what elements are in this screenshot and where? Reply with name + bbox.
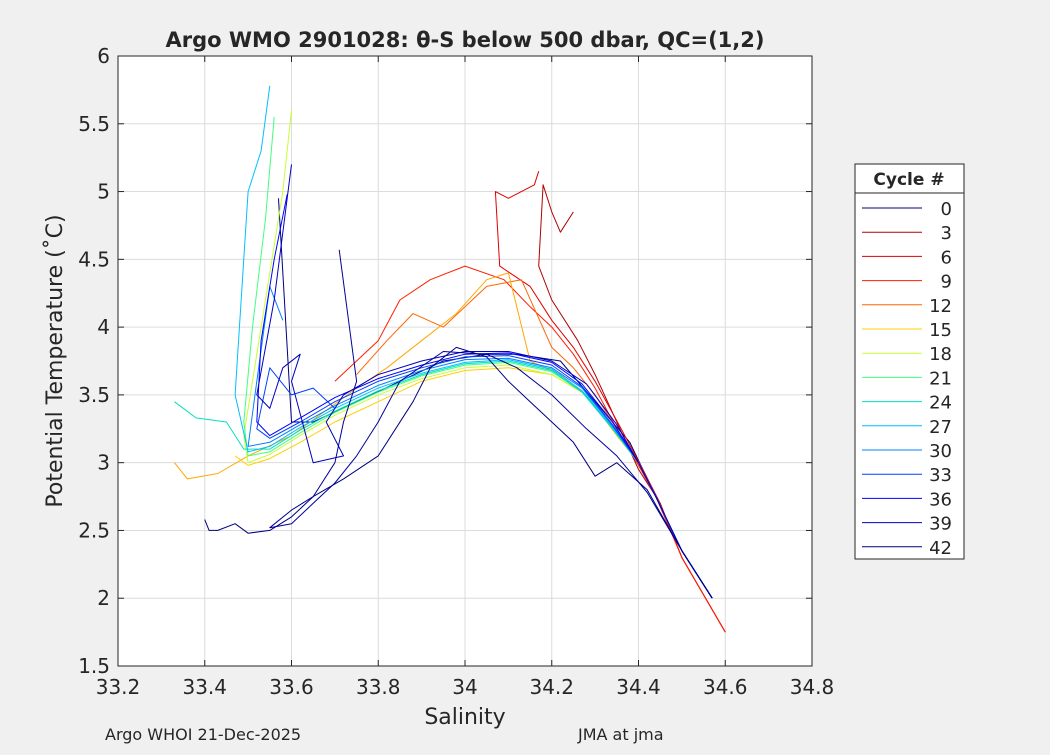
legend-label-cycle-18: 18 — [929, 344, 952, 365]
series-line-cycle-6 — [494, 171, 726, 633]
legend-label-cycle-36: 36 — [929, 489, 952, 510]
series-line-cycle-42b — [269, 249, 713, 599]
legend-title: Cycle # — [873, 170, 944, 190]
y-axis-label: Potential Temperature (˚C) — [43, 214, 68, 507]
chart-title: Argo WMO 2901028: θ-S below 500 dbar, QC… — [166, 28, 765, 52]
legend-label-cycle-27: 27 — [929, 417, 952, 438]
y-tick-label: 4 — [97, 315, 110, 339]
y-tick-label: 4.5 — [78, 247, 110, 271]
y-tick-label: 3 — [97, 451, 110, 475]
y-tick-label: 5.5 — [78, 112, 110, 136]
legend-label-cycle-42: 42 — [929, 538, 952, 559]
legend-box — [854, 163, 965, 560]
x-tick-label: 34.6 — [703, 675, 748, 699]
x-tick-label: 33.4 — [182, 675, 227, 699]
y-axis-ticks: 1.5 2 2.5 3 3.5 4 4.5 5 5.5 6 — [78, 44, 812, 678]
legend-label-cycle-39: 39 — [929, 514, 952, 535]
x-tick-label: 33.8 — [356, 675, 401, 699]
legend-label-cycle-6: 6 — [941, 247, 952, 268]
legend-label-cycle-33: 33 — [929, 465, 952, 486]
y-tick-label: 6 — [97, 44, 110, 68]
x-axis-label: Salinity — [424, 705, 505, 730]
legend-label-cycle-15: 15 — [929, 320, 952, 341]
series-line-cycle-42 — [204, 346, 713, 599]
footer-left-text: Argo WHOI 21-Dec-2025 — [105, 725, 302, 744]
series-line-cycle-39 — [256, 164, 713, 599]
y-tick-label: 2 — [97, 586, 110, 610]
x-axis-ticks: 33.2 33.4 33.6 33.8 34 34.2 34.4 34.6 34.8 — [96, 56, 835, 699]
x-tick-label: 34.2 — [529, 675, 574, 699]
y-tick-label: 1.5 — [78, 654, 110, 678]
y-tick-label: 5 — [97, 180, 110, 204]
x-tick-label: 33.2 — [96, 675, 141, 699]
legend-label-cycle-0: 0 — [941, 199, 952, 220]
legend-label-cycle-21: 21 — [929, 368, 952, 389]
series-layer — [174, 85, 726, 633]
legend-label-cycle-24: 24 — [929, 393, 952, 414]
y-tick-label: 2.5 — [78, 518, 110, 542]
y-tick-label: 3.5 — [78, 383, 110, 407]
x-tick-label: 33.6 — [269, 675, 314, 699]
footer-right-text: JMA at jma — [578, 725, 664, 744]
legend-label-cycle-12: 12 — [929, 296, 952, 317]
legend-label-cycle-30: 30 — [929, 441, 952, 462]
legend-label-cycle-9: 9 — [941, 272, 952, 293]
x-tick-label: 34.4 — [616, 675, 661, 699]
x-tick-label: 34.8 — [790, 675, 835, 699]
legend-label-cycle-3: 3 — [941, 223, 952, 244]
x-tick-label: 34 — [452, 675, 477, 699]
